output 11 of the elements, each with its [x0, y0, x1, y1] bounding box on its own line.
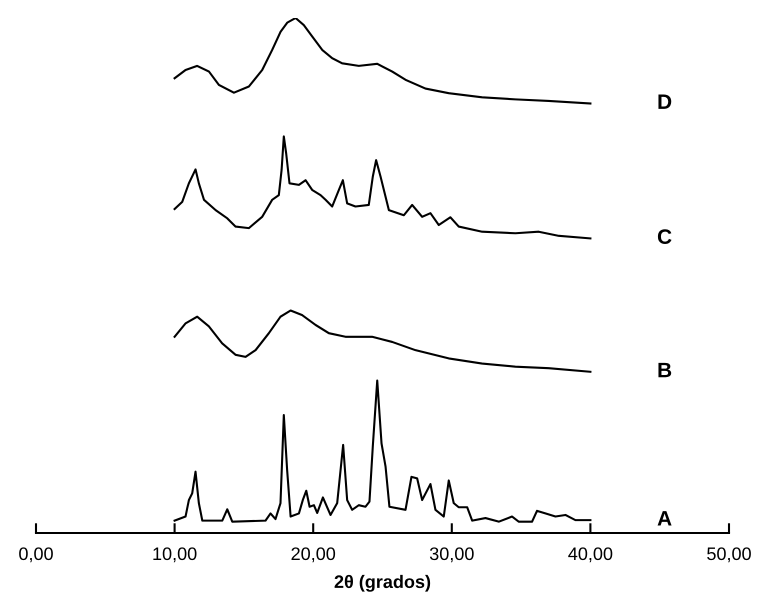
x-tick-label: 40,00	[568, 547, 612, 562]
x-tick-label: 10,00	[153, 547, 196, 562]
x-tick-label: 50,00	[707, 547, 751, 562]
x-tick-label: 30,00	[430, 547, 474, 562]
text: C	[658, 229, 672, 244]
x-tick-label: 20,00	[292, 547, 336, 562]
x-axis-title: 2θ (grados)	[334, 574, 430, 592]
text: D	[658, 94, 672, 109]
text: A	[658, 511, 672, 526]
x-tick-label: 0,00	[19, 547, 53, 562]
text: B	[658, 362, 672, 378]
